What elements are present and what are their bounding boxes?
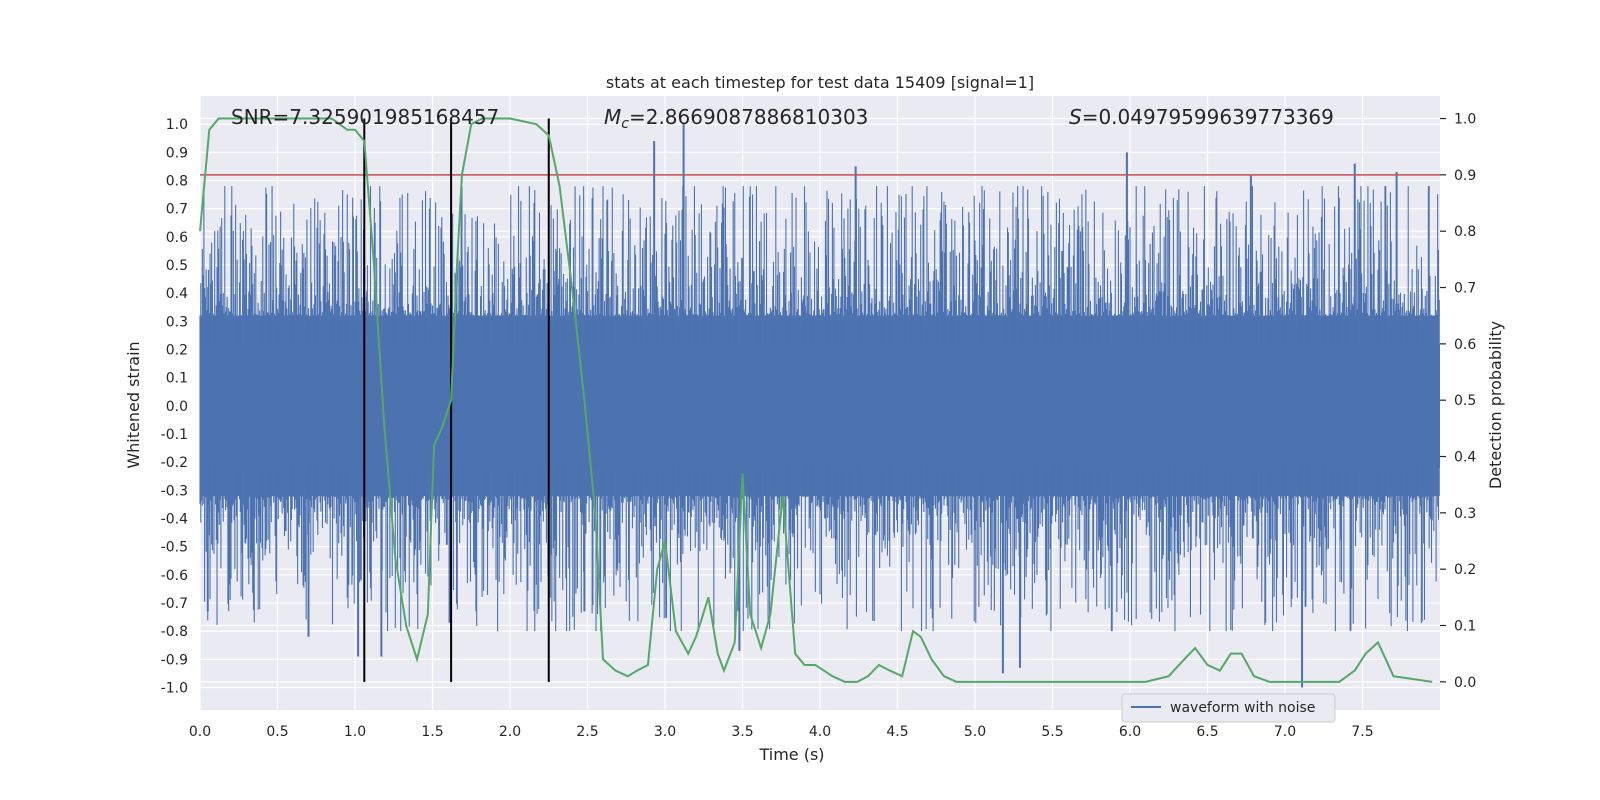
x-tick-label: 1.5 [421, 724, 443, 740]
x-tick-label: 5.0 [964, 724, 986, 740]
x-tick-label: 5.5 [1041, 724, 1063, 740]
y-tick-label: -0.3 [161, 483, 188, 499]
x-tick-label: 3.5 [731, 724, 753, 740]
y-tick-label: -0.5 [161, 540, 188, 556]
x-axis-ticks: 0.0 0.5 1.0 1.5 2.0 2.5 3.0 3.5 4.0 4.5 5.0 5.5 6.0 6… [189, 724, 1374, 740]
x-axis-label: Time (s) [758, 745, 824, 764]
y2-axis-ticks: 1.0 0.9 0.8 0.7 0.6 0.5 0.4 0.3 0.2 0.1 0.0 [1440, 112, 1476, 691]
y-tick-label: 1.0 [166, 117, 188, 133]
detection-probability-line [199, 117, 1433, 683]
waveform-series [199, 186, 1440, 632]
y2-tick-label: 0.3 [1454, 506, 1476, 522]
chart-title: stats at each timestep for test data 154… [606, 73, 1034, 92]
y2-tick-label: 0.6 [1454, 337, 1476, 353]
waveform-spikes [206, 124, 1398, 688]
y2-tick-label: 0.9 [1454, 168, 1476, 184]
x-tick-label: 1.0 [344, 724, 366, 740]
y-tick-label: 0.6 [166, 230, 188, 246]
y-tick-label: -0.7 [161, 596, 188, 612]
y-tick-label: -0.6 [161, 568, 188, 584]
y-tick-label: -0.9 [161, 652, 188, 668]
y-tick-label: -0.8 [161, 624, 188, 640]
y2-tick-label: 0.4 [1454, 450, 1476, 466]
x-tick-label: 7.0 [1274, 724, 1296, 740]
x-tick-label: 2.0 [499, 724, 521, 740]
y2-tick-label: 0.7 [1454, 281, 1476, 297]
y-tick-label: 0.8 [166, 173, 188, 189]
legend-box [1121, 693, 1336, 723]
y-axis-label: Whitened strain [124, 341, 143, 468]
y-tick-label: 0.0 [166, 399, 188, 415]
y-tick-label: 0.1 [166, 371, 188, 387]
y-axis-ticks: 1.0 0.9 0.8 0.7 0.6 0.5 0.4 0.3 0.2 0.1 0.0 -0.1 -0.… [161, 117, 188, 696]
x-tick-label: 6.5 [1196, 724, 1218, 740]
y-tick-label: 0.2 [166, 342, 188, 358]
y-tick-label: -0.1 [161, 427, 188, 443]
y2-tick-label: 1.0 [1454, 112, 1476, 128]
y-tick-label: -0.2 [161, 455, 188, 471]
x-tick-label: 0.0 [189, 724, 211, 740]
y2-tick-label: 0.5 [1454, 393, 1476, 409]
x-tick-label: 3.0 [654, 724, 676, 740]
y2-tick-label: 0.2 [1454, 562, 1476, 578]
x-tick-label: 4.5 [886, 724, 908, 740]
y-tick-label: 0.4 [166, 286, 188, 302]
legend-label: waveform with noise [1170, 700, 1315, 716]
mc-value: =2.8669087886810303 [629, 105, 868, 129]
x-tick-label: 0.5 [266, 724, 288, 740]
s-symbol: S [1069, 105, 1082, 129]
x-tick-label: 2.5 [576, 724, 598, 740]
waveform-core-band [200, 343, 1440, 468]
s-annotation: S=0.04979599639773369 [1069, 105, 1334, 129]
y-tick-label: 0.9 [166, 145, 188, 161]
y-tick-label: 0.7 [166, 202, 188, 218]
x-tick-label: 4.0 [809, 724, 831, 740]
y-tick-label: -1.0 [161, 680, 188, 696]
y-tick-label: 0.5 [166, 258, 188, 274]
x-tick-label: 7.5 [1351, 724, 1373, 740]
y2-tick-label: 0.0 [1454, 675, 1476, 691]
y2-axis-label: Detection probability [1486, 321, 1505, 489]
y-tick-label: -0.4 [161, 511, 188, 527]
y-tick-label: 0.3 [166, 314, 188, 330]
s-value: =0.04979599639773369 [1082, 105, 1334, 129]
mc-subscript: c [621, 116, 629, 132]
mc-annotation: Mc=2.8669087886810303 [604, 105, 868, 132]
x-tick-label: 6.0 [1119, 724, 1141, 740]
y2-tick-label: 0.1 [1454, 619, 1476, 635]
mc-symbol: M [604, 105, 621, 129]
snr-annotation: SNR=7.325901985168457 [231, 105, 499, 129]
legend: waveform with noise [1121, 693, 1336, 723]
y2-tick-label: 0.8 [1454, 224, 1476, 240]
